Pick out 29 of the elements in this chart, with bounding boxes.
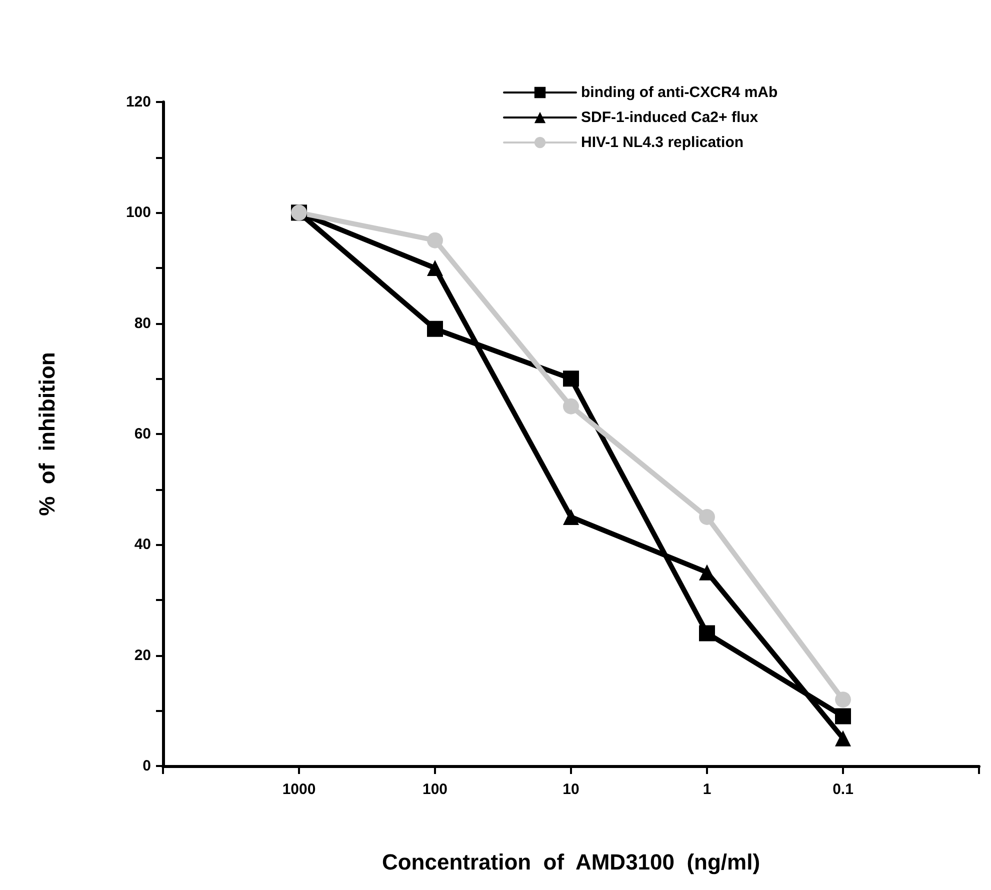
point: [427, 320, 443, 337]
x-tick-label: 1: [702, 781, 712, 798]
point: [699, 509, 715, 525]
x-axis-title: Concentration of AMD3100 (ng/ml): [382, 850, 760, 874]
point: [563, 509, 579, 525]
x-tick-label: 100: [422, 781, 448, 798]
point: [427, 260, 443, 276]
legend-label: binding of anti-CXCR4 mAb: [581, 84, 778, 101]
x-tick-label: 1000: [282, 781, 316, 798]
point: [699, 564, 715, 580]
y-tick-label: 20: [134, 646, 151, 664]
y-tick-label: 60: [134, 426, 151, 442]
y-tick-label: 0: [142, 758, 151, 774]
y-tick-label: 80: [134, 314, 151, 332]
y-tick-label: 100: [126, 204, 151, 222]
y-tick-label: 40: [134, 536, 151, 554]
point: [835, 730, 851, 746]
y-axis-title: % of inhibition: [34, 352, 60, 516]
point: [563, 398, 579, 414]
point: [427, 232, 443, 248]
legend-label: HIV-1 NL4.3 replication: [581, 134, 744, 151]
y-tick-label: 120: [126, 94, 151, 110]
point: [563, 370, 579, 387]
point: [835, 708, 851, 724]
x-tick-label: 10: [562, 781, 580, 798]
x-tick-label: 0.1: [832, 781, 854, 798]
point: [835, 692, 851, 708]
point: [699, 625, 715, 642]
legend-label: SDF-1-induced Ca2+ flux: [581, 109, 759, 126]
